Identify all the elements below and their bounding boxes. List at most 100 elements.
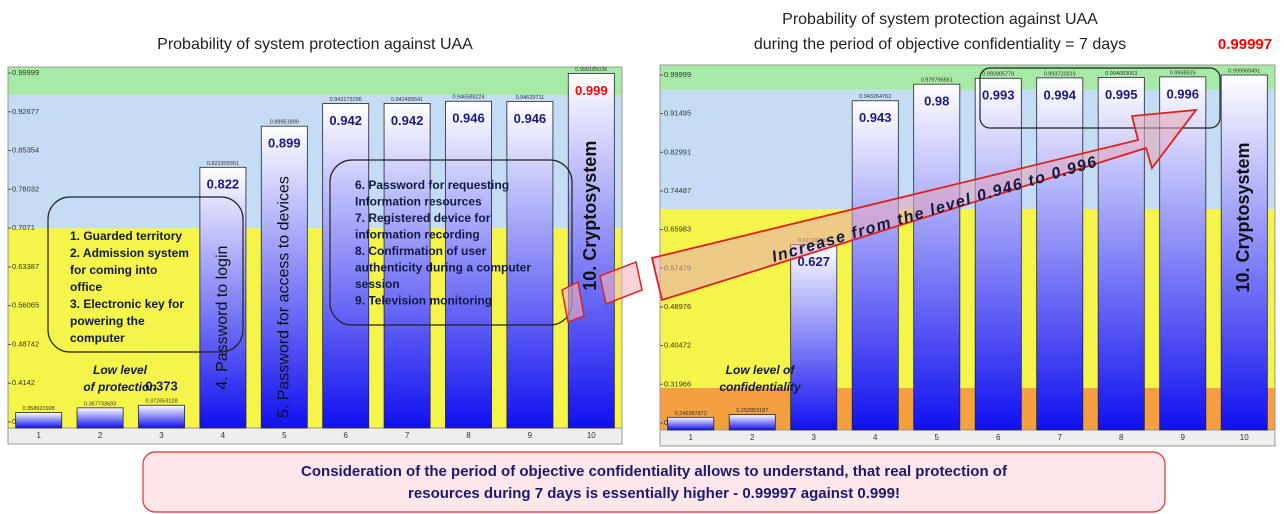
value-text: 0.992805779 xyxy=(982,72,1014,78)
chart-title: Probability of system protection against… xyxy=(782,11,1098,28)
note-text: 3. Electronic key for xyxy=(70,297,184,311)
value-label: 0.98 xyxy=(924,94,949,109)
value-text: 0.821909351 xyxy=(207,161,239,167)
bar xyxy=(567,73,615,429)
bar-annotation: 10. Cryptosystem xyxy=(1233,142,1253,292)
y-tick-label: 0.4142 xyxy=(12,378,35,387)
note-text: 6. Password for requesting xyxy=(355,178,509,192)
bar xyxy=(1220,74,1268,431)
value-text: 0.367733693 xyxy=(84,401,116,407)
value-label: 0.942 xyxy=(329,113,362,128)
x-axis-strip xyxy=(659,429,1276,447)
value-label: 0.993 xyxy=(982,88,1015,103)
x-tick-label: 1 xyxy=(689,433,694,442)
y-tick-label: 0.91495 xyxy=(664,109,691,118)
bar xyxy=(728,414,776,431)
value-text: 0.358921928 xyxy=(23,406,55,412)
note-text: session xyxy=(355,277,400,291)
x-axis-strip xyxy=(7,427,623,445)
x-tick-label: 4 xyxy=(873,433,878,442)
note-text: confidentiality xyxy=(719,380,802,394)
value-label: 0.943 xyxy=(859,110,892,125)
note-text: of protection xyxy=(83,380,156,394)
note-text: computer xyxy=(70,331,125,345)
x-tick-label: 3 xyxy=(812,433,817,442)
bar xyxy=(667,416,715,431)
y-tick-label: 0.82991 xyxy=(664,147,691,156)
note-text: 2. Admission system xyxy=(70,246,189,260)
y-tick-label: 0.78032 xyxy=(12,184,39,193)
value-label: 0.822 xyxy=(207,177,240,192)
value-text: 0.993720316 xyxy=(1044,71,1076,77)
note-text: office xyxy=(70,280,102,294)
y-tick-label: 0.85354 xyxy=(12,146,39,155)
chart-title: during the period of objective confident… xyxy=(754,36,1126,53)
footer-text: resources during 7 days is essentially h… xyxy=(408,485,900,502)
x-tick-label: 4 xyxy=(221,431,226,440)
x-tick-label: 6 xyxy=(343,431,348,440)
value-label: 0.999 xyxy=(575,83,608,98)
note-text: 9. Television monitoring xyxy=(355,294,492,308)
y-tick-label: 0.48976 xyxy=(664,302,691,311)
x-tick-label: 10 xyxy=(587,431,596,440)
x-tick-label: 3 xyxy=(159,431,164,440)
value-text: 0.999969491 xyxy=(1228,68,1260,74)
note-box xyxy=(329,159,573,326)
value-text: 0.89951899 xyxy=(270,120,299,126)
x-tick-label: 7 xyxy=(1058,433,1063,442)
value-label: 0.627 xyxy=(797,254,830,269)
note-text: 1. Guarded territory xyxy=(70,229,182,243)
value-text: 0.979796561 xyxy=(921,78,953,84)
bar xyxy=(790,244,838,431)
bar xyxy=(1036,77,1084,431)
y-tick-label: 0.63387 xyxy=(12,262,39,271)
y-tick-label: 0.56065 xyxy=(12,301,39,310)
bar xyxy=(506,101,554,429)
value-text: 0.94629711 xyxy=(516,95,545,101)
bar xyxy=(913,83,961,431)
x-tick-label: 1 xyxy=(36,431,41,440)
y-tick-label: 0.48742 xyxy=(12,339,39,348)
value-text: 0.942489541 xyxy=(391,97,423,103)
arrow-piece xyxy=(599,260,643,306)
note-text: powering the xyxy=(70,314,145,328)
value-text: 0.372653128 xyxy=(145,399,177,405)
note-text: Low level of xyxy=(726,363,796,377)
bar-annotation: 5. Password for access to devices xyxy=(276,176,293,418)
value-label: 0.995 xyxy=(1105,87,1138,102)
y-tick-label: 0.99999 xyxy=(12,68,39,77)
note-text: for coming into xyxy=(70,263,157,277)
x-tick-label: 8 xyxy=(466,431,471,440)
note-text: 8. Confirmation of user xyxy=(355,244,487,258)
value-text: 0.246987872 xyxy=(675,411,707,417)
bar xyxy=(445,100,492,429)
y-tick-label: 0.31966 xyxy=(664,379,691,388)
footer-text: Consideration of the period of objective… xyxy=(301,463,1008,480)
x-tick-label: 8 xyxy=(1119,433,1124,442)
value-text: 0.252853187 xyxy=(736,408,768,414)
value-label: 0.946 xyxy=(452,111,485,126)
bar xyxy=(260,125,308,429)
value-text: 0.999185036 xyxy=(575,67,607,73)
note-text: information recording xyxy=(355,228,480,242)
x-tick-label: 7 xyxy=(405,431,410,440)
x-tick-label: 5 xyxy=(935,433,940,442)
bar xyxy=(76,407,124,429)
value-label: 0.373 xyxy=(145,379,178,394)
note-text: Information resources xyxy=(355,195,482,209)
bar xyxy=(15,412,63,429)
x-tick-label: 10 xyxy=(1240,433,1249,442)
y-tick-label: 0.40472 xyxy=(664,341,691,350)
x-tick-label: 9 xyxy=(528,431,533,440)
note-text: 7. Registered device for xyxy=(355,211,491,225)
bar xyxy=(851,100,899,431)
chart-left: Probability of system protection against… xyxy=(7,36,623,445)
bar xyxy=(199,166,247,429)
band xyxy=(8,67,622,96)
value-label: 0.994 xyxy=(1043,87,1076,102)
chart-title: Probability of system protection against… xyxy=(157,36,473,53)
y-tick-label: 0.92677 xyxy=(12,107,39,116)
note-box xyxy=(47,196,244,353)
value-label: 0.996 xyxy=(1166,86,1199,101)
